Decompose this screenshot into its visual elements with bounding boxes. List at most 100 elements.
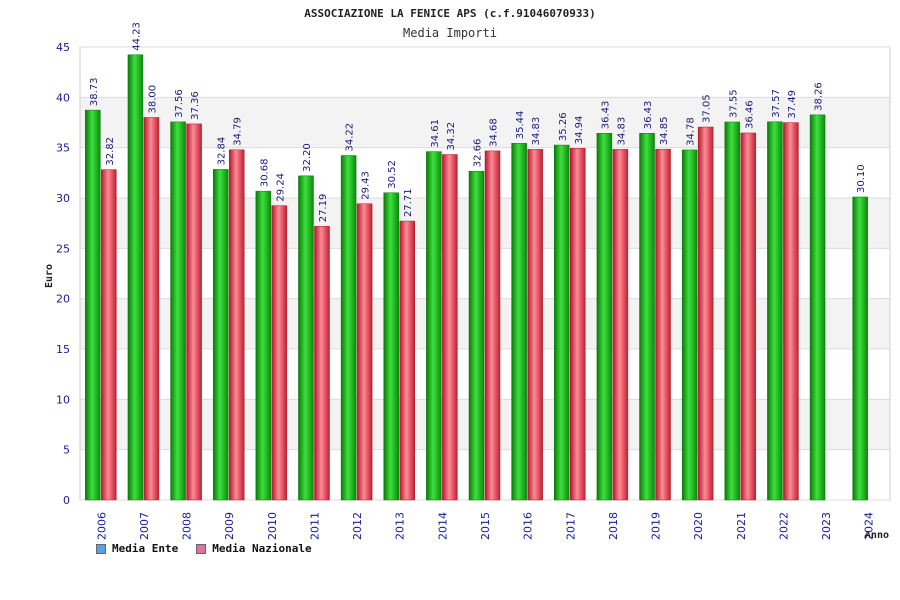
value-label: 35.44: [515, 111, 526, 140]
y-tick-label: 0: [63, 494, 70, 507]
x-axis-label: Anno: [865, 530, 889, 541]
x-tick-label: 2021: [735, 512, 748, 540]
value-label: 37.56: [174, 89, 185, 118]
value-label: 34.79: [233, 117, 244, 146]
x-tick-label: 2012: [351, 512, 364, 540]
bar-media-ente: [255, 190, 272, 501]
value-label: 32.84: [217, 137, 228, 166]
value-label: 37.55: [728, 89, 739, 118]
bar-media-nazionale: [314, 226, 330, 501]
value-label: 36.46: [744, 100, 755, 129]
bar-media-nazionale: [228, 149, 245, 501]
y-tick-label: 5: [63, 444, 70, 457]
bar-media-ente: [212, 169, 229, 501]
value-label: 34.85: [659, 117, 670, 146]
bar-media-ente: [681, 149, 698, 501]
value-label: 36.43: [600, 101, 611, 130]
y-tick-label: 30: [56, 192, 70, 205]
value-label: 36.43: [643, 101, 654, 130]
y-tick-label: 20: [56, 293, 70, 306]
x-tick-label: 2008: [181, 512, 194, 540]
value-labels: 38.73 32.82 44.23 38.00 37.56 37.36 32.84 34.79…: [89, 22, 867, 222]
x-tick-label: 2013: [394, 512, 407, 540]
x-tick-label: 2014: [436, 512, 449, 540]
legend-label-ente: Media Ente: [112, 542, 179, 555]
x-tick-label: 2006: [95, 512, 108, 540]
value-label: 30.52: [387, 160, 398, 189]
bar-media-nazionale: [570, 148, 586, 501]
value-label: 30.10: [856, 164, 867, 193]
bar-media-ente: [468, 170, 485, 501]
value-label: 34.61: [430, 119, 441, 148]
value-label: 34.83: [616, 117, 627, 146]
x-tick-label: 2022: [777, 512, 790, 540]
grid-band: [80, 47, 890, 98]
value-label: 32.82: [105, 137, 116, 166]
value-label: 37.49: [787, 90, 798, 119]
bar-media-ente: [383, 192, 399, 501]
bar-media-ente: [767, 121, 783, 501]
value-label: 37.57: [771, 89, 782, 118]
value-label: 29.43: [361, 171, 372, 200]
value-label: 34.68: [489, 118, 500, 147]
bar-media-nazionale: [484, 150, 501, 501]
bar-media-ente: [127, 54, 144, 501]
value-label: 37.05: [702, 94, 713, 123]
value-label: 34.22: [345, 123, 356, 152]
y-tick-label: 15: [56, 343, 70, 356]
x-axis-ticks: 2006 2007 2008 2009 2010 2011 2012 2013 2014 2015…: [95, 512, 875, 540]
legend-label-nazionale: Media Nazionale: [212, 542, 312, 555]
x-tick-label: 2020: [692, 512, 705, 540]
legend-item-nazionale: Media Nazionale: [196, 542, 312, 555]
value-label: 38.00: [147, 85, 158, 114]
value-label: 35.26: [558, 112, 569, 141]
bar-media-nazionale: [399, 220, 415, 501]
y-tick-label: 45: [56, 41, 70, 54]
y-axis-ticks: 0 5 10 15 20 25 30 35 40 45: [56, 41, 70, 507]
value-label: 29.24: [275, 173, 286, 202]
value-label: 34.94: [574, 116, 585, 145]
legend-swatch-nazionale: [196, 543, 207, 554]
bar-media-ente: [596, 133, 613, 501]
bar-media-nazionale: [740, 132, 757, 501]
y-tick-label: 35: [56, 142, 70, 155]
value-label: 38.73: [89, 77, 100, 106]
x-tick-label: 2016: [522, 512, 535, 540]
bar-media-ente: [426, 151, 442, 501]
bar-media-ente: [298, 175, 314, 501]
legend: Media Ente Media Nazionale: [96, 542, 312, 555]
value-label: 44.23: [131, 22, 142, 51]
legend-item-ente: Media Ente: [96, 542, 178, 555]
bar-media-ente: [809, 114, 826, 501]
x-tick-label: 2023: [820, 512, 833, 540]
value-label: 30.68: [259, 159, 270, 188]
x-tick-label: 2010: [266, 512, 279, 540]
y-tick-label: 25: [56, 242, 70, 255]
bar-media-nazionale: [356, 203, 373, 501]
bar-media-nazionale: [101, 169, 117, 501]
bar-media-ente: [511, 142, 527, 501]
value-label: 38.26: [814, 82, 825, 111]
bar-media-ente: [639, 133, 655, 501]
value-label: 37.36: [190, 91, 201, 120]
bar-media-nazionale: [655, 148, 671, 501]
x-tick-label: 2009: [223, 512, 236, 540]
bar-media-nazionale: [527, 149, 543, 501]
bar-media-nazionale: [271, 205, 288, 501]
bar-media-ente: [724, 121, 741, 501]
chart-title: ASSOCIAZIONE LA FENICE APS (c.f.91046070…: [304, 7, 595, 20]
x-tick-label: 2017: [564, 512, 577, 540]
bar-media-nazionale: [186, 123, 202, 501]
value-label: 27.19: [318, 194, 329, 223]
bar-media-ente: [852, 196, 868, 501]
value-label: 32.66: [473, 139, 484, 168]
bar-media-ente: [170, 121, 186, 501]
bar-media-nazionale: [143, 117, 160, 501]
value-label: 32.20: [302, 143, 313, 172]
x-tick-label: 2007: [138, 512, 151, 540]
bar-media-ente: [340, 155, 357, 501]
y-tick-label: 10: [56, 393, 70, 406]
value-label: 34.78: [686, 117, 697, 146]
value-label: 34.32: [446, 122, 457, 151]
